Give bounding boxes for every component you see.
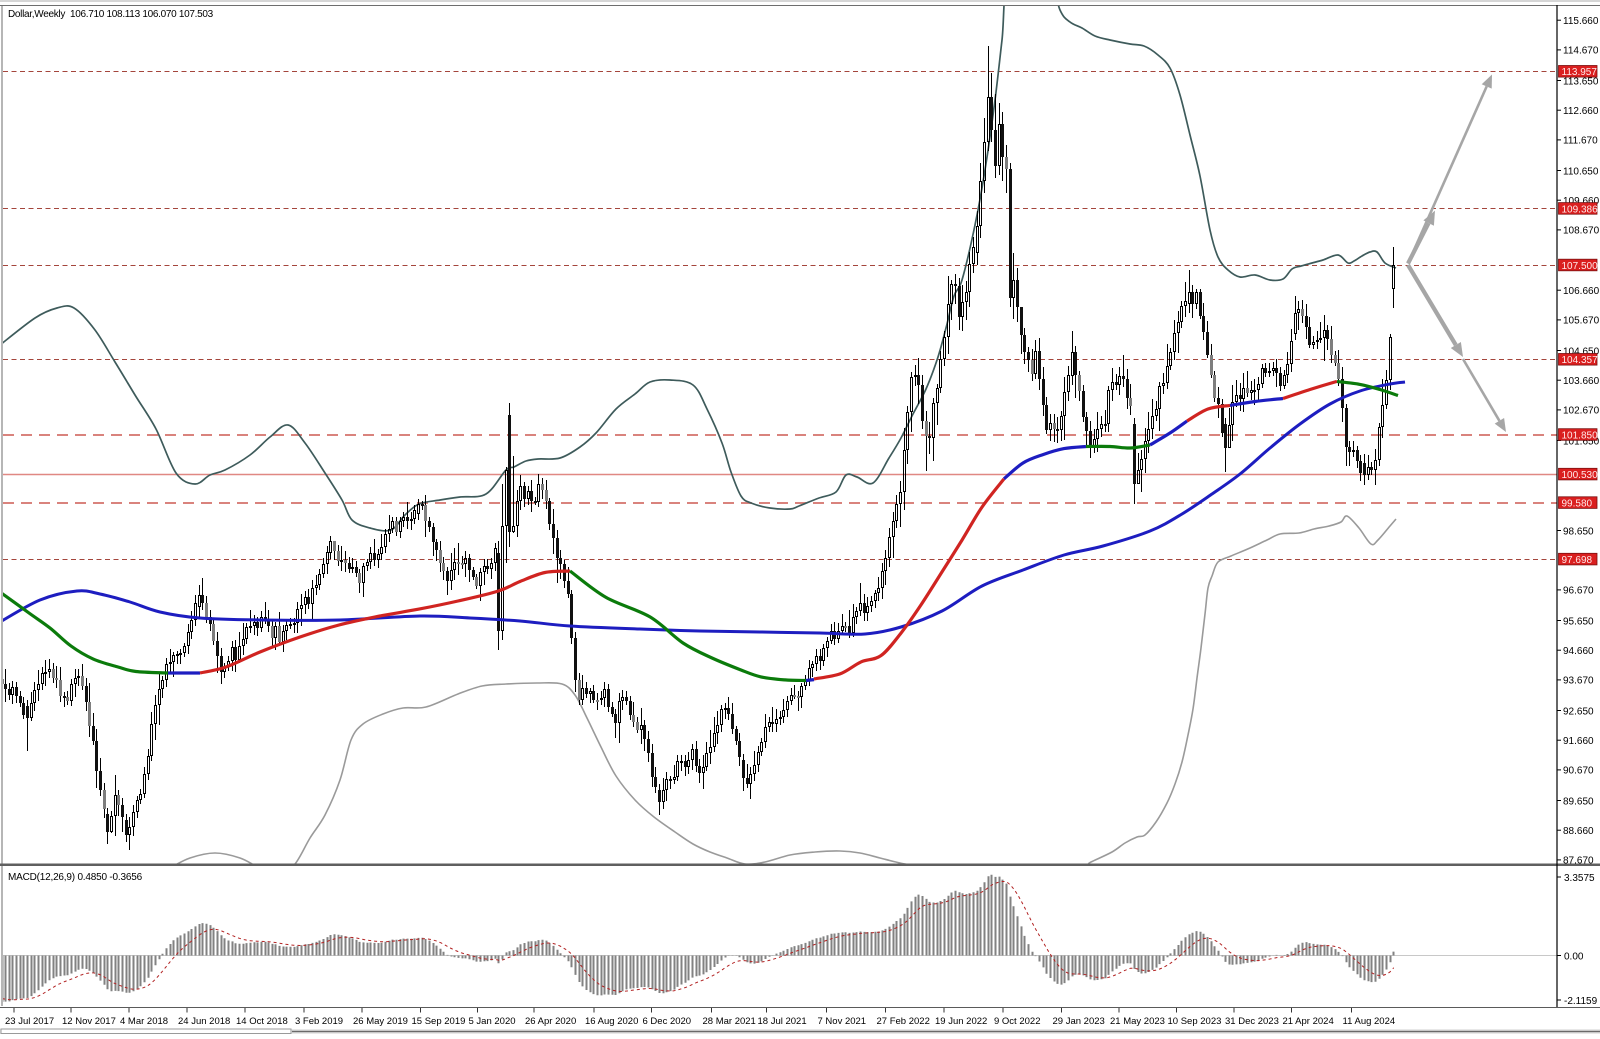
svg-text:106.660: 106.660: [1563, 286, 1600, 297]
svg-text:21 Apr 2024: 21 Apr 2024: [1283, 1016, 1334, 1027]
svg-text:23 Jul 2017: 23 Jul 2017: [5, 1016, 54, 1027]
svg-text:27 Feb 2022: 27 Feb 2022: [877, 1016, 930, 1027]
svg-text:87.670: 87.670: [1563, 856, 1594, 867]
svg-text:21 May 2023: 21 May 2023: [1110, 1016, 1165, 1027]
svg-text:14 Oct 2018: 14 Oct 2018: [236, 1016, 288, 1027]
svg-text:113.957: 113.957: [1562, 67, 1598, 78]
svg-text:103.660: 103.660: [1563, 376, 1600, 387]
svg-text:115.660: 115.660: [1563, 16, 1599, 27]
svg-text:26 Apr 2020: 26 Apr 2020: [525, 1016, 576, 1027]
svg-text:101.650: 101.650: [1563, 436, 1600, 447]
svg-text:-2.1159: -2.1159: [1564, 996, 1598, 1007]
svg-text:3 Feb 2019: 3 Feb 2019: [295, 1016, 343, 1027]
svg-text:19 Jun 2022: 19 Jun 2022: [935, 1016, 987, 1027]
svg-text:0.00: 0.00: [1564, 951, 1584, 962]
svg-text:12 Nov 2017: 12 Nov 2017: [62, 1016, 116, 1027]
svg-text:11 Aug 2024: 11 Aug 2024: [1343, 1016, 1396, 1027]
svg-text:114.670: 114.670: [1563, 46, 1599, 57]
svg-text:97.698: 97.698: [1562, 555, 1593, 566]
svg-text:90.670: 90.670: [1563, 766, 1594, 777]
svg-text:104.650: 104.650: [1563, 346, 1600, 357]
svg-text:102.670: 102.670: [1563, 406, 1600, 417]
svg-text:10 Sep 2023: 10 Sep 2023: [1168, 1016, 1222, 1027]
svg-text:MACD(12,26,9) 0.4850 -0.3656: MACD(12,26,9) 0.4850 -0.3656: [8, 872, 143, 883]
svg-text:100.530: 100.530: [1562, 470, 1599, 481]
svg-text:3.3575: 3.3575: [1564, 873, 1595, 884]
svg-text:113.650: 113.650: [1563, 76, 1599, 87]
svg-text:4 Mar 2018: 4 Mar 2018: [120, 1016, 168, 1027]
svg-text:6 Dec 2020: 6 Dec 2020: [643, 1016, 692, 1027]
svg-text:108.670: 108.670: [1563, 226, 1600, 237]
svg-text:109.386: 109.386: [1562, 204, 1599, 215]
svg-text:96.670: 96.670: [1563, 586, 1594, 597]
svg-text:99.580: 99.580: [1562, 499, 1593, 510]
svg-text:24 Jun 2018: 24 Jun 2018: [178, 1016, 230, 1027]
svg-text:101.850: 101.850: [1562, 430, 1599, 441]
svg-text:16 Aug 2020: 16 Aug 2020: [585, 1016, 638, 1027]
svg-text:107.500: 107.500: [1562, 261, 1599, 272]
svg-text:26 May 2019: 26 May 2019: [353, 1016, 408, 1027]
svg-text:104.357: 104.357: [1562, 355, 1599, 366]
svg-text:Dollar,Weekly 106.710 108.113: Dollar,Weekly 106.710 108.113 106.070 10…: [8, 9, 214, 20]
svg-text:95.650: 95.650: [1563, 616, 1594, 627]
svg-text:105.670: 105.670: [1563, 316, 1600, 327]
svg-text:18 Jul 2021: 18 Jul 2021: [758, 1016, 807, 1027]
svg-text:15 Sep 2019: 15 Sep 2019: [412, 1016, 466, 1027]
svg-text:93.670: 93.670: [1563, 676, 1594, 687]
svg-text:28 Mar 2021: 28 Mar 2021: [703, 1016, 756, 1027]
svg-text:89.650: 89.650: [1563, 796, 1594, 807]
svg-text:111.670: 111.670: [1563, 136, 1598, 147]
svg-text:98.650: 98.650: [1563, 526, 1594, 537]
svg-text:7 Nov 2021: 7 Nov 2021: [818, 1016, 867, 1027]
svg-text:92.650: 92.650: [1563, 706, 1594, 717]
svg-text:88.660: 88.660: [1563, 826, 1594, 837]
svg-text:112.660: 112.660: [1563, 106, 1599, 117]
svg-text:91.660: 91.660: [1563, 736, 1594, 747]
svg-text:29 Jan 2023: 29 Jan 2023: [1053, 1016, 1105, 1027]
svg-text:9 Oct 2022: 9 Oct 2022: [994, 1016, 1040, 1027]
svg-text:5 Jan 2020: 5 Jan 2020: [469, 1016, 516, 1027]
svg-text:110.650: 110.650: [1563, 166, 1599, 177]
svg-text:94.660: 94.660: [1563, 646, 1594, 657]
svg-text:31 Dec 2023: 31 Dec 2023: [1225, 1016, 1279, 1027]
svg-text:109.660: 109.660: [1563, 196, 1600, 207]
